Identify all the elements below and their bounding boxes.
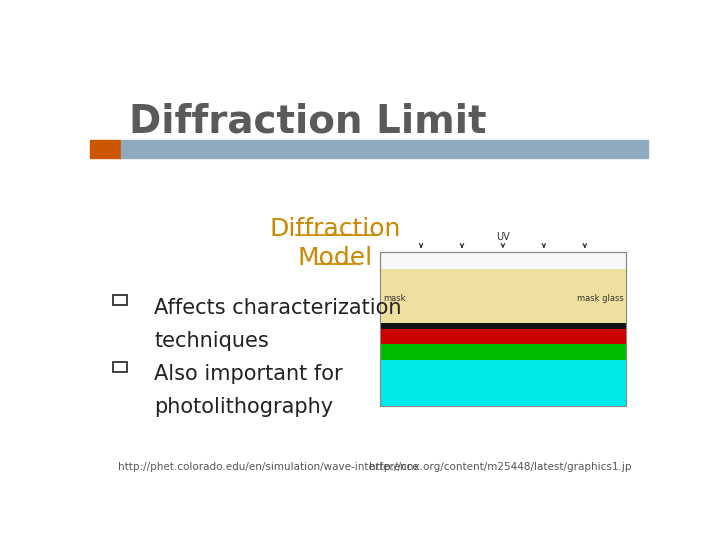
Text: Model: Model xyxy=(298,246,373,269)
Text: photolithography: photolithography xyxy=(154,397,333,417)
Text: Diffraction Limit: Diffraction Limit xyxy=(129,102,487,140)
Text: Also important for: Also important for xyxy=(154,364,343,384)
Text: UV: UV xyxy=(496,232,510,241)
Text: mask glass: mask glass xyxy=(577,294,624,303)
Bar xyxy=(380,323,626,329)
Text: Diffraction: Diffraction xyxy=(270,217,401,240)
Bar xyxy=(121,140,648,158)
Bar xyxy=(380,269,626,323)
Text: mask: mask xyxy=(383,294,405,303)
Bar xyxy=(114,295,127,305)
Bar xyxy=(114,362,127,372)
Text: Affects characterization: Affects characterization xyxy=(154,298,402,318)
Bar xyxy=(380,252,626,406)
Bar xyxy=(380,360,626,406)
Text: http://cnx.org/content/m25448/latest/graphics1.jp: http://cnx.org/content/m25448/latest/gra… xyxy=(369,462,631,472)
Bar xyxy=(380,329,626,344)
Bar xyxy=(380,252,626,406)
Bar xyxy=(380,344,626,360)
Text: http://phet.colorado.edu/en/simulation/wave-interference: http://phet.colorado.edu/en/simulation/w… xyxy=(118,462,418,472)
Bar xyxy=(90,140,121,158)
Text: techniques: techniques xyxy=(154,331,269,351)
